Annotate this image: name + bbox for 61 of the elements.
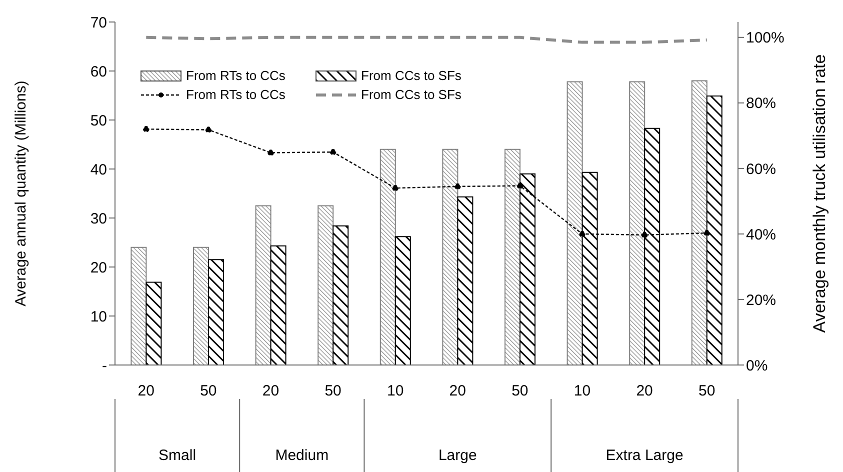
bar: [504, 148, 520, 365]
legend-label: From CCs to SFs: [361, 87, 462, 102]
bar: [691, 80, 708, 365]
bar: [255, 205, 272, 365]
x-tick-label: 10: [387, 382, 404, 400]
bar: [146, 282, 162, 365]
point: [143, 126, 150, 132]
x-tick-label: 50: [698, 382, 716, 400]
x-tick-label: 20: [262, 382, 280, 400]
y2-tick-label: 80%: [746, 95, 776, 112]
x-tick-label: 20: [138, 382, 154, 400]
y-tick-label: 20: [90, 259, 107, 276]
point: [579, 230, 586, 238]
y2-tick-label: 0%: [746, 357, 768, 374]
y-tick-label: 70: [90, 14, 107, 32]
x-tick-label: 50: [324, 382, 342, 400]
point: [392, 184, 398, 192]
y-tick-label: -: [102, 357, 107, 374]
point: [704, 230, 710, 236]
bar: [380, 148, 396, 365]
y2-tick-label: 100%: [746, 30, 784, 47]
bar: [270, 245, 286, 365]
point: [641, 232, 648, 238]
y2-tick-label: 60%: [746, 160, 776, 178]
point: [268, 150, 274, 156]
bar: [193, 246, 209, 365]
y2-tick-label: 20%: [746, 292, 776, 309]
y-tick-label: 10: [90, 308, 107, 326]
point: [330, 148, 336, 156]
bar: [394, 236, 411, 365]
text: Medium: [275, 447, 329, 464]
bar: [208, 259, 224, 365]
bar: [629, 81, 646, 365]
bar: [318, 205, 334, 365]
text: Large: [438, 447, 477, 464]
point: [454, 183, 461, 190]
x-tick-label: 50: [512, 382, 528, 400]
legend-label: From RTs to CCs: [186, 68, 286, 83]
point: [205, 126, 212, 133]
bar: [130, 246, 147, 365]
legend-label: From CCs to SFs: [361, 68, 462, 83]
bar: [566, 81, 583, 365]
y-tick-label: 30: [90, 210, 107, 228]
bar: [442, 148, 458, 365]
y2-tick-label: 40%: [746, 226, 776, 244]
bar: [706, 95, 722, 365]
y2-axis-title: Average monthly truck utilisation rate: [810, 54, 830, 333]
text: Small: [158, 447, 196, 464]
y-axis-title: Average annual quantity (Millions): [12, 80, 30, 306]
x-tick-label: 20: [449, 382, 466, 400]
x-tick-label: 20: [636, 382, 653, 400]
legend-label: From RTs to CCs: [186, 87, 286, 102]
bar: [332, 225, 349, 365]
x-tick-label: 10: [574, 382, 591, 400]
y-tick-label: 60: [90, 63, 107, 80]
point: [516, 182, 524, 189]
x-tick-label: 50: [200, 382, 217, 400]
y-tick-label: 40: [90, 161, 107, 178]
bar: [457, 196, 474, 365]
text: Extra Large: [606, 447, 684, 464]
y-tick-label: 50: [90, 112, 107, 130]
